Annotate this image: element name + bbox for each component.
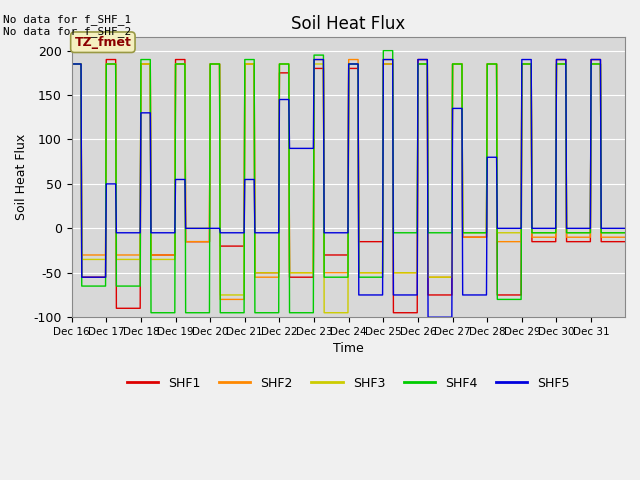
SHF3 — [68, 61, 76, 67]
SHF5 — [132, 230, 140, 236]
SHF5 — [262, 230, 269, 236]
SHF4 — [235, 310, 243, 316]
SHF1 — [68, 61, 76, 67]
Y-axis label: Soil Heat Flux: Soil Heat Flux — [15, 134, 28, 220]
SHF1 — [621, 239, 629, 244]
SHF2 — [132, 252, 140, 258]
Text: No data for f_SHF_2: No data for f_SHF_2 — [3, 26, 131, 37]
SHF4 — [407, 230, 415, 236]
SHF4 — [438, 230, 445, 236]
SHF5 — [68, 61, 76, 67]
SHF3 — [621, 230, 629, 236]
Line: SHF3: SHF3 — [72, 64, 625, 313]
SHF2 — [407, 270, 415, 276]
SHF2 — [68, 61, 76, 67]
Line: SHF5: SHF5 — [72, 60, 625, 317]
SHF4 — [621, 230, 629, 236]
X-axis label: Time: Time — [333, 342, 364, 356]
SHF1 — [102, 57, 110, 62]
SHF1 — [284, 70, 291, 76]
SHF3 — [437, 274, 445, 280]
SHF5 — [283, 96, 291, 102]
SHF2 — [262, 274, 270, 280]
SHF4 — [147, 310, 155, 316]
Title: Soil Heat Flux: Soil Heat Flux — [291, 15, 406, 33]
Line: SHF1: SHF1 — [72, 60, 625, 313]
SHF3 — [262, 270, 269, 276]
SHF3 — [283, 61, 291, 67]
SHF1 — [438, 292, 445, 298]
SHF5 — [310, 57, 318, 62]
SHF1 — [390, 310, 397, 316]
SHF4 — [68, 61, 76, 67]
SHF2 — [216, 297, 224, 302]
Text: TZ_fmet: TZ_fmet — [74, 36, 131, 49]
SHF5 — [424, 314, 432, 320]
SHF2 — [438, 274, 445, 280]
SHF1 — [235, 243, 243, 249]
SHF5 — [438, 314, 445, 320]
SHF2 — [310, 57, 318, 62]
SHF2 — [621, 234, 629, 240]
SHF3 — [320, 310, 328, 316]
SHF4 — [380, 48, 387, 54]
SHF4 — [262, 310, 270, 316]
SHF3 — [132, 256, 140, 262]
SHF5 — [406, 292, 414, 298]
SHF3 — [234, 292, 242, 298]
SHF4 — [284, 61, 291, 67]
SHF5 — [234, 230, 242, 236]
SHF2 — [284, 61, 291, 67]
SHF5 — [621, 226, 629, 231]
Line: SHF4: SHF4 — [72, 51, 625, 313]
SHF1 — [262, 270, 270, 276]
SHF3 — [406, 270, 414, 276]
Legend: SHF1, SHF2, SHF3, SHF4, SHF5: SHF1, SHF2, SHF3, SHF4, SHF5 — [122, 372, 575, 395]
Text: No data for f_SHF_1: No data for f_SHF_1 — [3, 14, 131, 25]
SHF2 — [235, 297, 243, 302]
SHF1 — [134, 305, 141, 311]
Line: SHF2: SHF2 — [72, 60, 625, 300]
SHF1 — [407, 310, 415, 316]
SHF4 — [132, 283, 140, 289]
